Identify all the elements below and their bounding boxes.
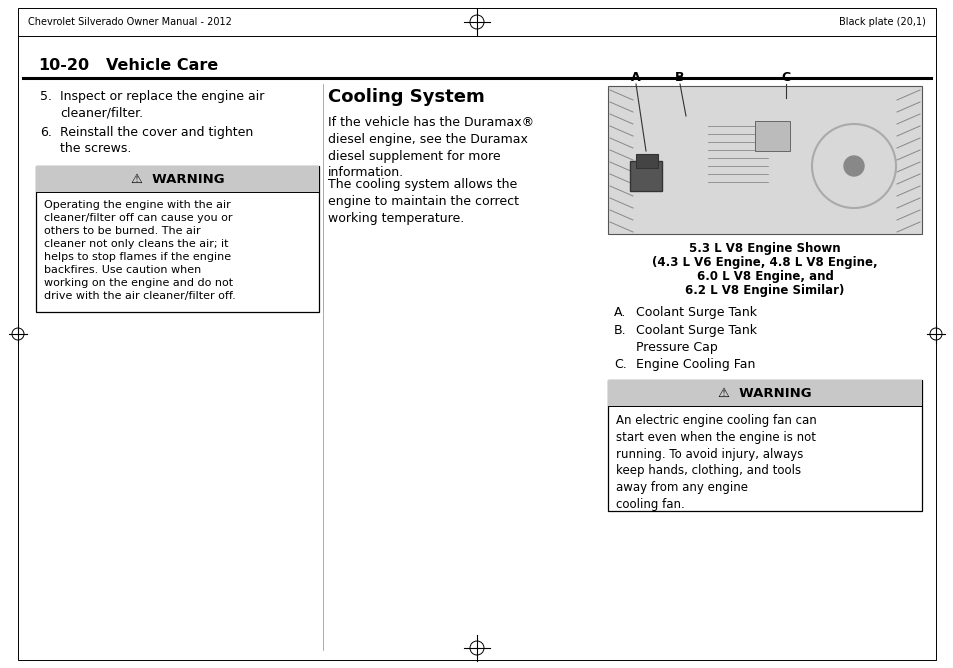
Text: If the vehicle has the Duramax®
diesel engine, see the Duramax
diesel supplement: If the vehicle has the Duramax® diesel e… [328,116,534,180]
Text: Operating the engine with the air
cleaner/filter off can cause you or
others to : Operating the engine with the air cleane… [44,200,235,301]
Text: 5.3 L V8 Engine Shown: 5.3 L V8 Engine Shown [688,242,840,255]
Text: Reinstall the cover and tighten
the screws.: Reinstall the cover and tighten the scre… [60,126,253,156]
Text: ⚠  WARNING: ⚠ WARNING [718,387,811,399]
Text: A: A [631,71,640,84]
Text: B: B [675,71,684,84]
Bar [629,161,661,191]
Text: A.: A. [614,306,625,319]
Text: 6.: 6. [40,126,51,139]
Text: C.: C. [614,358,626,371]
Bar [607,86,921,234]
Text: ⚠  WARNING: ⚠ WARNING [131,172,224,186]
Bar [36,166,318,312]
Text: Coolant Surge Tank: Coolant Surge Tank [636,306,757,319]
Text: 10-20: 10-20 [38,58,89,73]
Text: Cooling System: Cooling System [328,88,484,106]
Text: The cooling system allows the
engine to maintain the correct
working temperature: The cooling system allows the engine to … [328,178,518,224]
Bar [754,121,789,151]
Circle shape [843,156,863,176]
Text: An electric engine cooling fan can
start even when the engine is not
running. To: An electric engine cooling fan can start… [616,414,816,511]
Text: (4.3 L V6 Engine, 4.8 L V8 Engine,: (4.3 L V6 Engine, 4.8 L V8 Engine, [652,256,877,269]
Bar [36,166,318,192]
Bar [607,380,921,406]
Text: Inspect or replace the engine air
cleaner/filter.: Inspect or replace the engine air cleane… [60,90,264,120]
Text: 6.0 L V8 Engine, and: 6.0 L V8 Engine, and [696,270,833,283]
Text: 6.2 L V8 Engine Similar): 6.2 L V8 Engine Similar) [684,284,843,297]
Text: Coolant Surge Tank
Pressure Cap: Coolant Surge Tank Pressure Cap [636,324,757,354]
Text: B.: B. [614,324,626,337]
Text: 5.: 5. [40,90,52,103]
Text: Vehicle Care: Vehicle Care [106,58,218,73]
Text: Chevrolet Silverado Owner Manual - 2012: Chevrolet Silverado Owner Manual - 2012 [28,17,232,27]
Bar [607,380,921,511]
Text: Black plate (20,1): Black plate (20,1) [839,17,925,27]
Bar [636,154,658,168]
Text: C: C [781,71,790,84]
Text: Engine Cooling Fan: Engine Cooling Fan [636,358,755,371]
